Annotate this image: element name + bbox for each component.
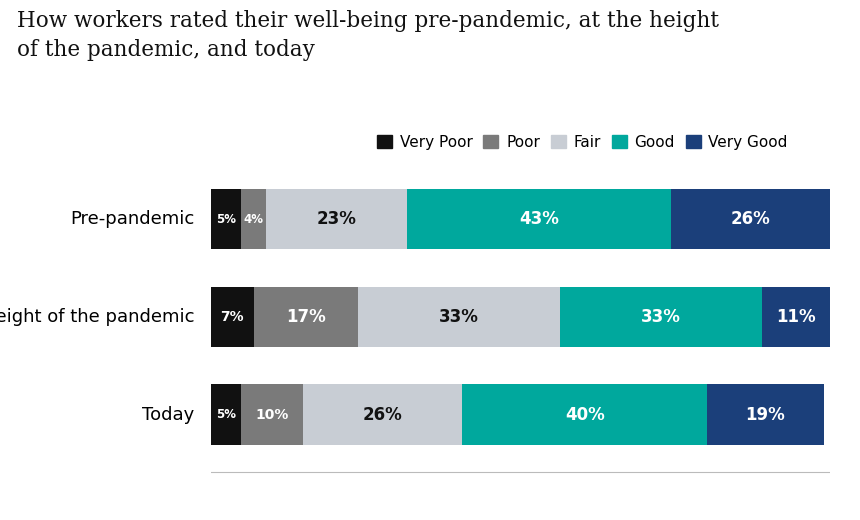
Bar [211,287,254,347]
Text: 26%: 26% [362,406,402,424]
Bar [211,189,242,250]
Bar [358,287,560,347]
Bar [462,384,707,445]
Bar [266,189,407,250]
Bar [254,287,358,347]
Text: 7%: 7% [220,310,244,324]
Bar [763,287,830,347]
Text: 43%: 43% [519,210,559,228]
Bar [303,384,462,445]
Text: 33%: 33% [439,308,479,326]
Bar [242,384,303,445]
Text: 11%: 11% [777,308,816,326]
Text: 5%: 5% [216,408,236,421]
Bar [671,189,830,250]
Text: 5%: 5% [216,213,236,226]
Text: 19%: 19% [746,406,785,424]
Text: 10%: 10% [255,408,289,422]
Text: How workers rated their well-being pre-pandemic, at the height
of the pandemic, : How workers rated their well-being pre-p… [17,10,719,61]
Bar [211,384,242,445]
Text: 17%: 17% [286,308,326,326]
Text: 26%: 26% [730,210,770,228]
Bar [707,384,824,445]
Text: 23%: 23% [316,210,356,228]
Text: 40%: 40% [565,406,605,424]
Legend: Very Poor, Poor, Fair, Good, Very Good: Very Poor, Poor, Fair, Good, Very Good [373,132,791,153]
Bar [407,189,671,250]
Bar [560,287,763,347]
Text: 4%: 4% [243,213,264,226]
Text: 33%: 33% [642,308,681,326]
Bar [242,189,266,250]
